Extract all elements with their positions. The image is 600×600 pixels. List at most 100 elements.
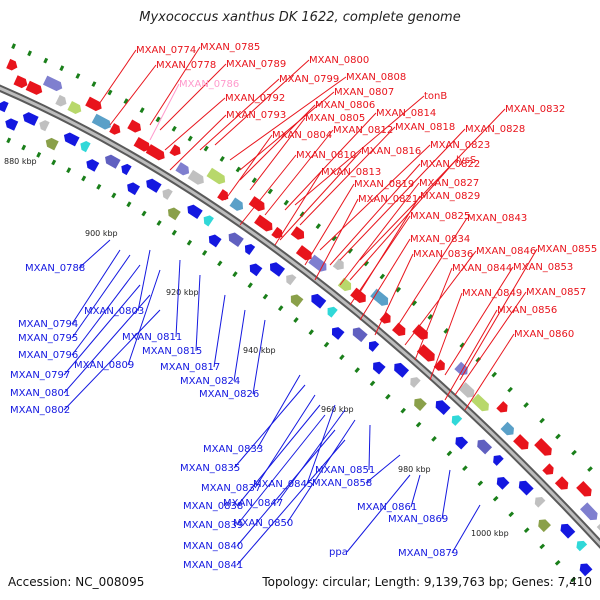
gc-content-mark [539,417,545,424]
reverse-label-leader [346,474,411,553]
reverse-gene-arrow [394,362,410,378]
reverse-label-leader [137,249,151,312]
gc-content-mark [411,300,418,307]
forward-gene-arrow [217,189,229,201]
forward-gene-label: MXAN_0814 [376,108,436,119]
gc-content-mark [247,282,253,289]
gc-content-mark [36,151,42,158]
forward-gene-label: MXAN_0860 [514,329,574,340]
forward-gene-label: MXAN_0844 [452,263,512,274]
reverse-label-leader [236,414,326,526]
forward-gene [433,359,445,371]
reverse-gene [121,163,132,176]
gc-content-mark [203,145,209,152]
forward-label-leader [404,250,477,346]
reverse-gene [410,377,421,388]
forward-gene-arrow [271,226,283,239]
forward-label-leader [149,46,201,126]
gc-content-mark [385,393,391,400]
forward-gene [580,502,598,521]
forward-label-leader [374,253,414,336]
forward-gene-label: MXAN_0828 [465,124,525,135]
reverse-gene-arrow [290,294,304,308]
reverse-gene [187,204,203,219]
reverse-gene-arrow [496,477,510,490]
reverse-label-leader [365,454,401,484]
reverse-gene-arrow [576,540,588,552]
forward-gene [13,75,28,89]
forward-gene [370,288,389,306]
gc-content-mark [267,188,273,195]
forward-gene [379,312,391,324]
reverse-gene-arrow [286,274,297,286]
forward-label-leader [394,217,468,331]
gc-content-mark [139,107,145,114]
forward-gene-arrow [295,245,312,261]
reverse-label-leader [410,474,421,508]
gc-content-mark [308,329,314,336]
gc-content-mark [347,247,354,254]
reverse-gene-arrow [5,118,19,131]
gc-content-mark [491,371,498,378]
forward-gene [295,245,312,261]
reverse-gene-label: MXAN_0788 [25,263,85,274]
forward-gene-arrow [496,401,508,413]
forward-gene [542,463,554,475]
reverse-gene-arrow [410,377,421,388]
reverse-gene-label: MXAN_0811 [122,332,182,343]
forward-label-leader [284,112,377,211]
forward-gene-label: MXAN_0812 [333,125,393,136]
reverse-gene-arrow [414,398,427,412]
reverse-gene [146,178,162,193]
forward-gene-arrow [500,421,514,436]
forward-gene-label: MXAN_0821 [358,194,418,205]
forward-gene [412,324,428,340]
forward-gene-arrow [337,277,352,292]
reverse-label-leader [233,384,306,469]
forward-label-leader [94,49,137,111]
forward-gene-label: MXAN_0785 [200,42,260,53]
reverse-label-leader [78,239,111,269]
forward-label-leader [459,248,538,381]
forward-gene-label: MXAN_0774 [136,45,196,56]
gc-content-mark [475,356,481,363]
forward-label-leader [169,114,227,171]
forward-gene-arrow [370,288,389,306]
forward-gene-arrow [206,167,226,185]
reverse-gene [534,497,546,508]
forward-label-leader [339,128,466,261]
reverse-gene-arrow [63,132,80,147]
forward-label-leader [339,182,420,286]
forward-label-leader [299,126,396,226]
reverse-gene-arrow [269,262,286,277]
reverse-gene-arrow [0,101,9,113]
forward-label-leader [214,59,310,146]
forward-gene-label: MXAN_0823 [430,140,490,151]
forward-gene-label: MXAN_0778 [156,60,216,71]
reverse-gene-arrow [331,327,345,340]
reverse-gene-label: MXAN_0795 [18,333,78,344]
forward-gene-label: MXAN_0819 [354,179,414,190]
gc-content-mark [587,466,593,472]
forward-gene [133,136,150,152]
reverse-gene-arrow [249,263,263,277]
reverse-gene [414,398,427,412]
forward-gene-label: lysS [456,155,476,166]
forward-gene-arrow [169,144,181,156]
reverse-label-leader [368,424,371,471]
gc-content-mark [123,98,129,105]
gc-content-mark [91,81,97,88]
forward-gene-arrow [290,226,305,240]
forward-gene [554,476,569,490]
forward-gene-label: MXAN_0855 [537,244,597,255]
scale-label: 960 kbp [321,405,354,414]
forward-gene [109,123,121,135]
gc-content-mark [400,407,406,414]
reverse-label-leader [71,254,131,339]
forward-label-leader [294,95,425,206]
forward-gene-label: MXAN_0813 [321,167,381,178]
forward-gene [206,167,226,185]
forward-gene-arrow [187,169,204,185]
forward-gene [67,100,82,114]
reverse-gene [80,141,91,153]
